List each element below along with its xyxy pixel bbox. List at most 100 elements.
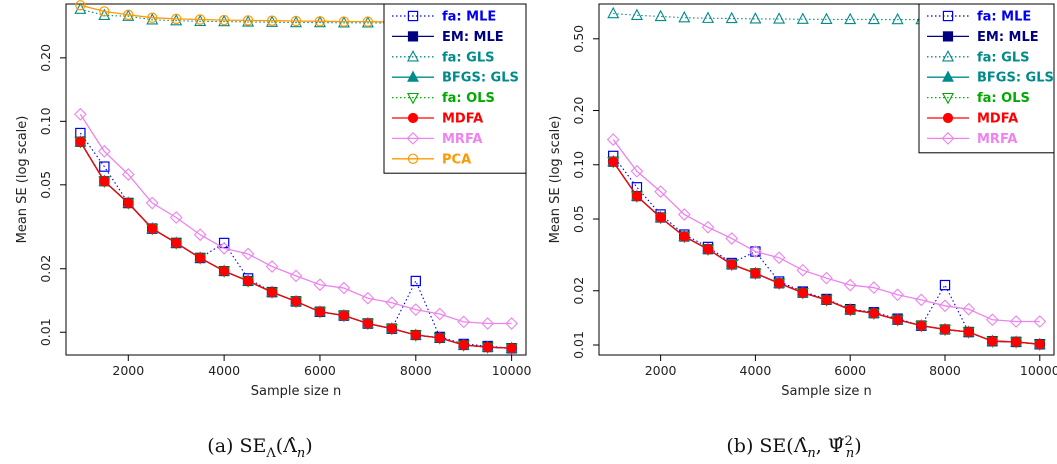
b-point-fa-gls	[820, 12, 833, 25]
b-legend-label-fa-gls: fa: GLS	[977, 50, 1029, 65]
b-legend-label-fa-ols: fa: OLS	[977, 91, 1030, 106]
b-point-mrfa	[654, 185, 667, 198]
b-point-mdfa	[987, 336, 998, 347]
b-point-fa-gls	[725, 11, 738, 24]
b-line-mrfa	[612, 139, 1040, 323]
b-point-mdfa	[797, 287, 808, 298]
a-x-tick-label: 6000	[304, 363, 336, 378]
a-point-mrfa	[265, 260, 279, 273]
a-point-mrfa	[97, 145, 111, 158]
b-line-bfgs-gls	[612, 161, 1040, 345]
a-point-mdfa	[482, 342, 493, 353]
b-x-tick-label: 10000	[1020, 363, 1057, 378]
a-point-fa-gls	[218, 14, 231, 27]
a-point-pca	[147, 12, 158, 23]
a-point-mdfa	[290, 296, 302, 307]
b-point-fa-gls	[701, 11, 715, 23]
b-x-tick-label: 4000	[740, 363, 772, 378]
a-legend-label-mdfa: MDFA	[442, 112, 483, 127]
a-point-fa-gls	[170, 13, 183, 26]
b-legend-marker-fa-ols	[941, 92, 955, 105]
b-line-fa-mle	[612, 155, 1040, 345]
a-point-mdfa	[410, 329, 421, 341]
a-x-tick-label: 10000	[492, 363, 532, 378]
b-point-fa-gls	[607, 6, 620, 19]
b-x-tick-label: 2000	[645, 363, 677, 378]
b-point-fa-mle	[939, 279, 951, 291]
b-y-tick-label: 0.05	[571, 205, 586, 233]
b-x-tick-label: 8000	[929, 363, 961, 378]
a-legend-label-fa-mle: fa: MLE	[442, 10, 496, 25]
a-point-mdfa	[147, 223, 158, 234]
a-point-mrfa	[289, 269, 303, 283]
a-legend-label-mrfa: MRFA	[442, 132, 482, 147]
a-point-mrfa	[481, 317, 495, 330]
a-legend-marker-mdfa	[407, 112, 419, 124]
b-point-fa-gls	[891, 12, 904, 25]
a-legend-box	[383, 3, 527, 174]
b-x-axis-label: Sample size n	[781, 384, 871, 399]
a-legend-marker-em-mle	[407, 31, 419, 42]
a-y-tick-label: 0.20	[38, 44, 53, 72]
a-y-tick-label: 0.05	[38, 171, 53, 199]
a-point-mrfa	[241, 247, 255, 261]
b-point-mdfa	[608, 156, 619, 167]
b-point-mdfa	[963, 326, 974, 338]
a-point-mdfa	[386, 323, 397, 334]
b-legend-label-bfgs-gls: BFGS: GLS	[977, 71, 1054, 86]
b-point-fa-gls	[630, 8, 643, 20]
b-legend-marker-bfgs-gls	[942, 70, 954, 82]
a-point-fa-gls	[98, 8, 111, 21]
b-point-mdfa	[702, 244, 714, 255]
a-point-pca	[99, 6, 110, 17]
a-legend-label-em-mle: EM: MLE	[442, 30, 504, 45]
a-plot-frame	[65, 3, 527, 356]
b-point-mdfa	[868, 308, 879, 319]
a-legend-label-fa-gls: fa: GLS	[442, 50, 494, 65]
a-point-pca	[75, 0, 86, 11]
a-point-fa-gls	[74, 2, 87, 14]
a-point-mdfa	[458, 339, 469, 351]
b-point-fa-mle	[750, 246, 761, 257]
a-point-mrfa	[337, 281, 351, 295]
b-point-mdfa	[679, 231, 690, 242]
b-point-mrfa	[725, 232, 739, 245]
a-point-fa-gls	[194, 14, 207, 26]
a-point-fa-mle	[99, 161, 110, 172]
caption-a: (a) SEΛ(Λ̂n)	[207, 435, 312, 461]
b-point-mrfa	[772, 251, 786, 265]
b-series-fa-mle	[608, 150, 1045, 350]
a-point-pca	[171, 13, 182, 25]
b-point-mdfa	[1034, 339, 1045, 350]
a-y-tick-label: 0.02	[38, 255, 53, 283]
b-line-em-mle	[612, 161, 1040, 345]
a-point-mrfa	[217, 241, 231, 255]
b-point-mrfa	[962, 302, 976, 316]
b-y-tick-label: 0.50	[571, 25, 586, 53]
a-point-pca	[218, 14, 230, 26]
caption-b: (b) SE(Λ̂n, Ψ̂2 n)	[726, 434, 861, 461]
b-point-mrfa	[914, 293, 928, 307]
b-series-em-mle	[608, 156, 1045, 350]
b-point-mdfa	[655, 212, 666, 223]
b-series-mrfa	[606, 133, 1047, 328]
a-point-mrfa	[193, 228, 207, 242]
a-point-mdfa	[506, 343, 517, 354]
b-legend-marker-mrfa	[941, 132, 955, 145]
b-point-mdfa	[1010, 336, 1022, 348]
b-point-mrfa	[867, 281, 881, 295]
b-point-mrfa	[986, 313, 999, 327]
a-point-mdfa	[99, 176, 110, 187]
b-y-axis-label: Mean SE (log scale)	[548, 116, 563, 244]
a-series-mdfa	[75, 136, 517, 354]
a-point-pca	[242, 15, 254, 26]
a-series-mrfa	[73, 107, 519, 330]
b-point-mrfa	[796, 263, 810, 277]
a-point-mrfa	[169, 211, 183, 224]
b-line-fa-gls	[613, 13, 1040, 21]
b-point-mrfa	[1009, 315, 1023, 328]
a-y-axis-label: Mean SE (log scale)	[15, 116, 30, 244]
a-x-tick-label: 4000	[208, 363, 240, 378]
a-point-mdfa	[314, 306, 326, 317]
b-point-mrfa	[820, 271, 833, 285]
